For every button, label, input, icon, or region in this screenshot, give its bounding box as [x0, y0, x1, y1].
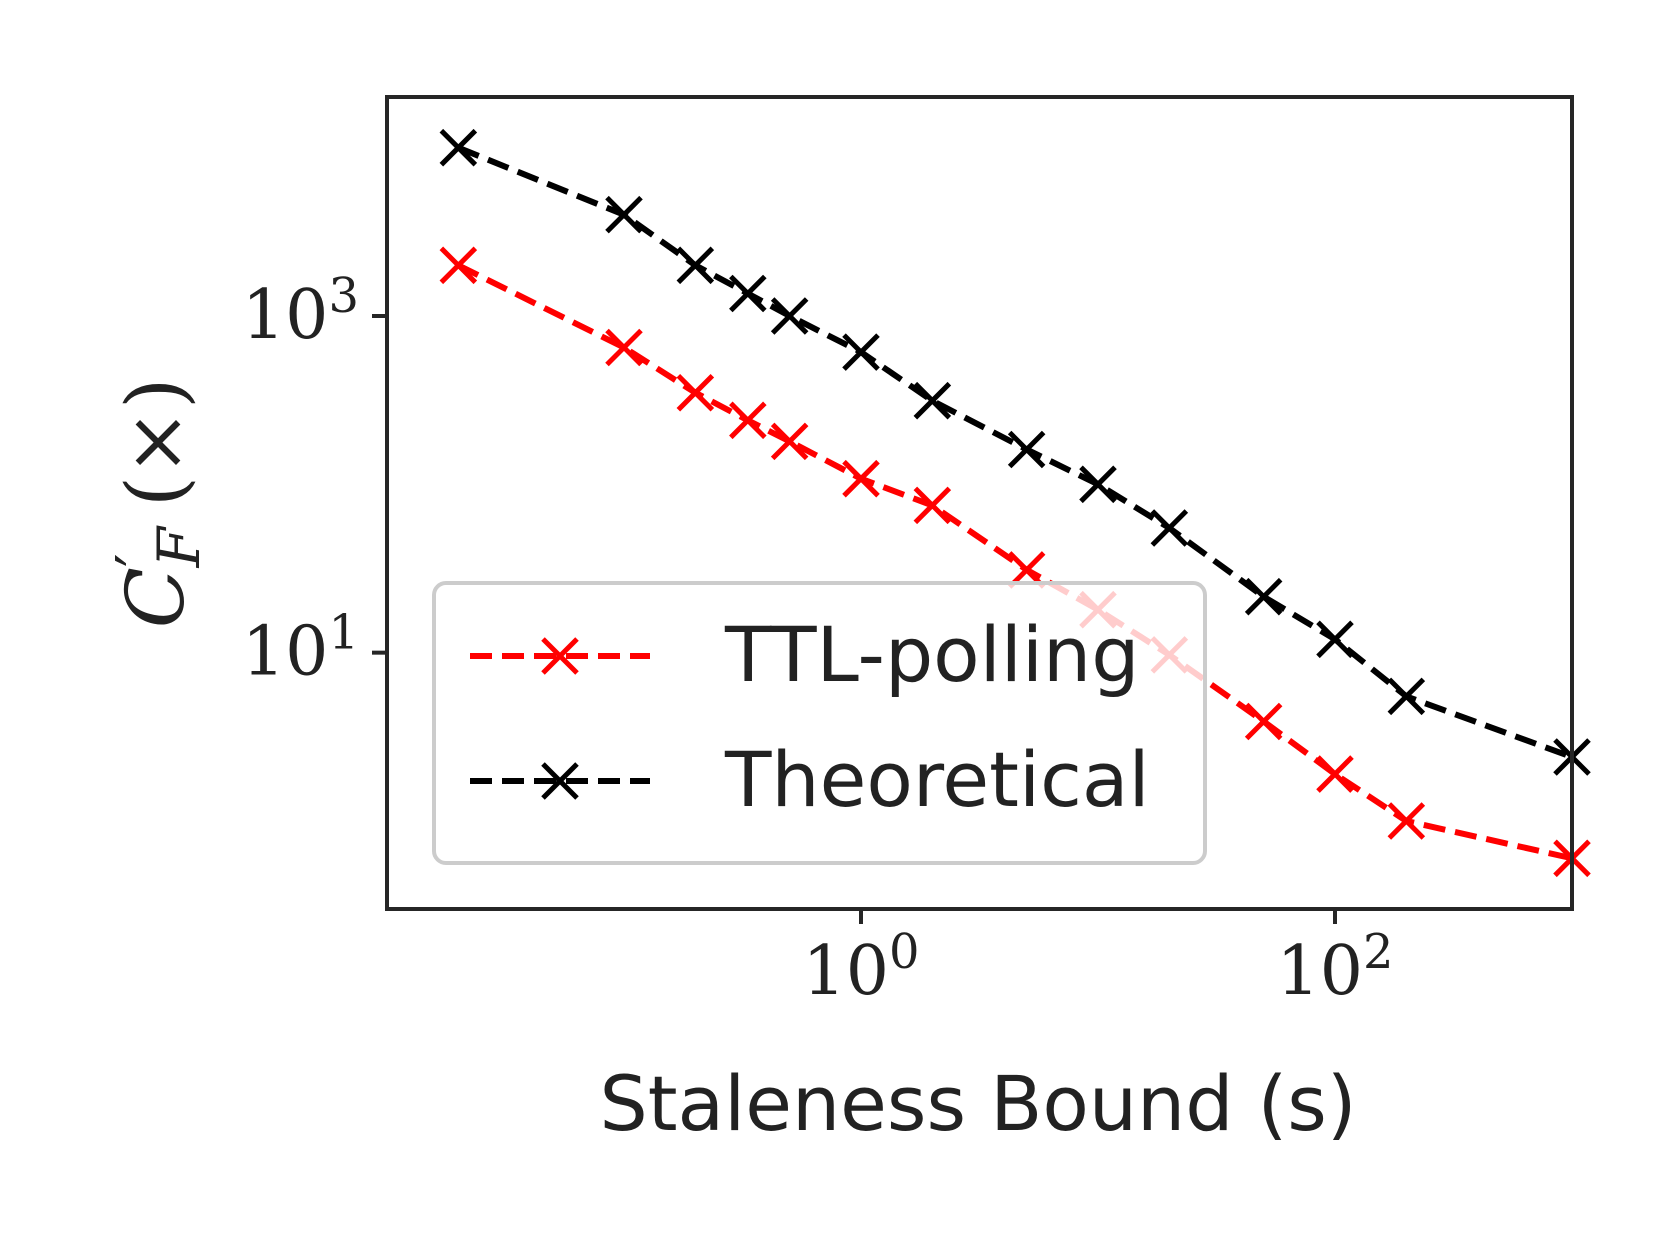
- ticks: 100 102 101 103: [242, 268, 1394, 1011]
- series-layer: [439, 128, 1591, 878]
- data-point-ttl-polling: [1244, 702, 1283, 741]
- x-axis-label: Staleness Bound (s): [599, 1059, 1356, 1148]
- y-label-subscript: F: [145, 525, 213, 568]
- legend-entry-theoretical: [470, 762, 650, 800]
- x-tick-label: 102: [1276, 924, 1393, 1011]
- data-point-theoretical: [729, 274, 767, 313]
- legend-marker-theoretical: [541, 762, 579, 800]
- data-point-theoretical: [439, 128, 478, 167]
- data-point-theoretical: [913, 381, 952, 420]
- series-ttl-polling: [439, 246, 1591, 878]
- data-point-ttl-polling: [1387, 802, 1426, 840]
- data-point-theoretical: [842, 333, 880, 371]
- data-point-theoretical: [1316, 620, 1354, 659]
- y-tick-label: 101: [242, 605, 359, 692]
- data-point-theoretical: [1007, 430, 1046, 469]
- legend-label-ttl-polling: TTL-polling: [724, 610, 1139, 699]
- series-line-theoretical: [457, 144, 1574, 760]
- data-point-theoretical: [770, 297, 809, 335]
- x-tick-label: 100: [802, 924, 919, 1011]
- y-tick-label: 103: [242, 268, 359, 355]
- legend: TTL-polling Theoretical: [432, 581, 1207, 865]
- data-point-ttl-polling: [1316, 755, 1354, 793]
- data-point-ttl-polling: [842, 459, 880, 498]
- data-point-theoretical: [676, 246, 715, 285]
- legend-marker-ttl-polling: [541, 637, 579, 675]
- legend-box: [432, 581, 1207, 865]
- data-point-theoretical: [1079, 465, 1117, 504]
- plot-frame: [385, 95, 1574, 911]
- legend-entry-ttl-polling: [470, 637, 650, 675]
- data-point-ttl-polling: [729, 401, 767, 440]
- svg-text:C′F(×): C′F (×): [104, 378, 213, 629]
- data-point-ttl-polling: [439, 246, 478, 285]
- data-point-theoretical: [1150, 509, 1189, 547]
- y-label-base: C: [109, 567, 202, 628]
- data-point-theoretical: [1244, 577, 1283, 616]
- legend-label-theoretical: Theoretical: [724, 735, 1150, 824]
- data-point-theoretical: [605, 195, 643, 234]
- data-point-ttl-polling: [676, 373, 715, 412]
- y-label-suffix: (×): [109, 378, 202, 507]
- y-label-prime: ′: [104, 553, 174, 567]
- data-point-ttl-polling: [770, 422, 809, 461]
- data-point-ttl-polling: [605, 328, 643, 367]
- series-theoretical: [439, 128, 1591, 776]
- data-point-theoretical: [1387, 677, 1426, 716]
- y-axis-label: C′F (×): [104, 378, 213, 629]
- data-point-ttl-polling: [913, 486, 952, 525]
